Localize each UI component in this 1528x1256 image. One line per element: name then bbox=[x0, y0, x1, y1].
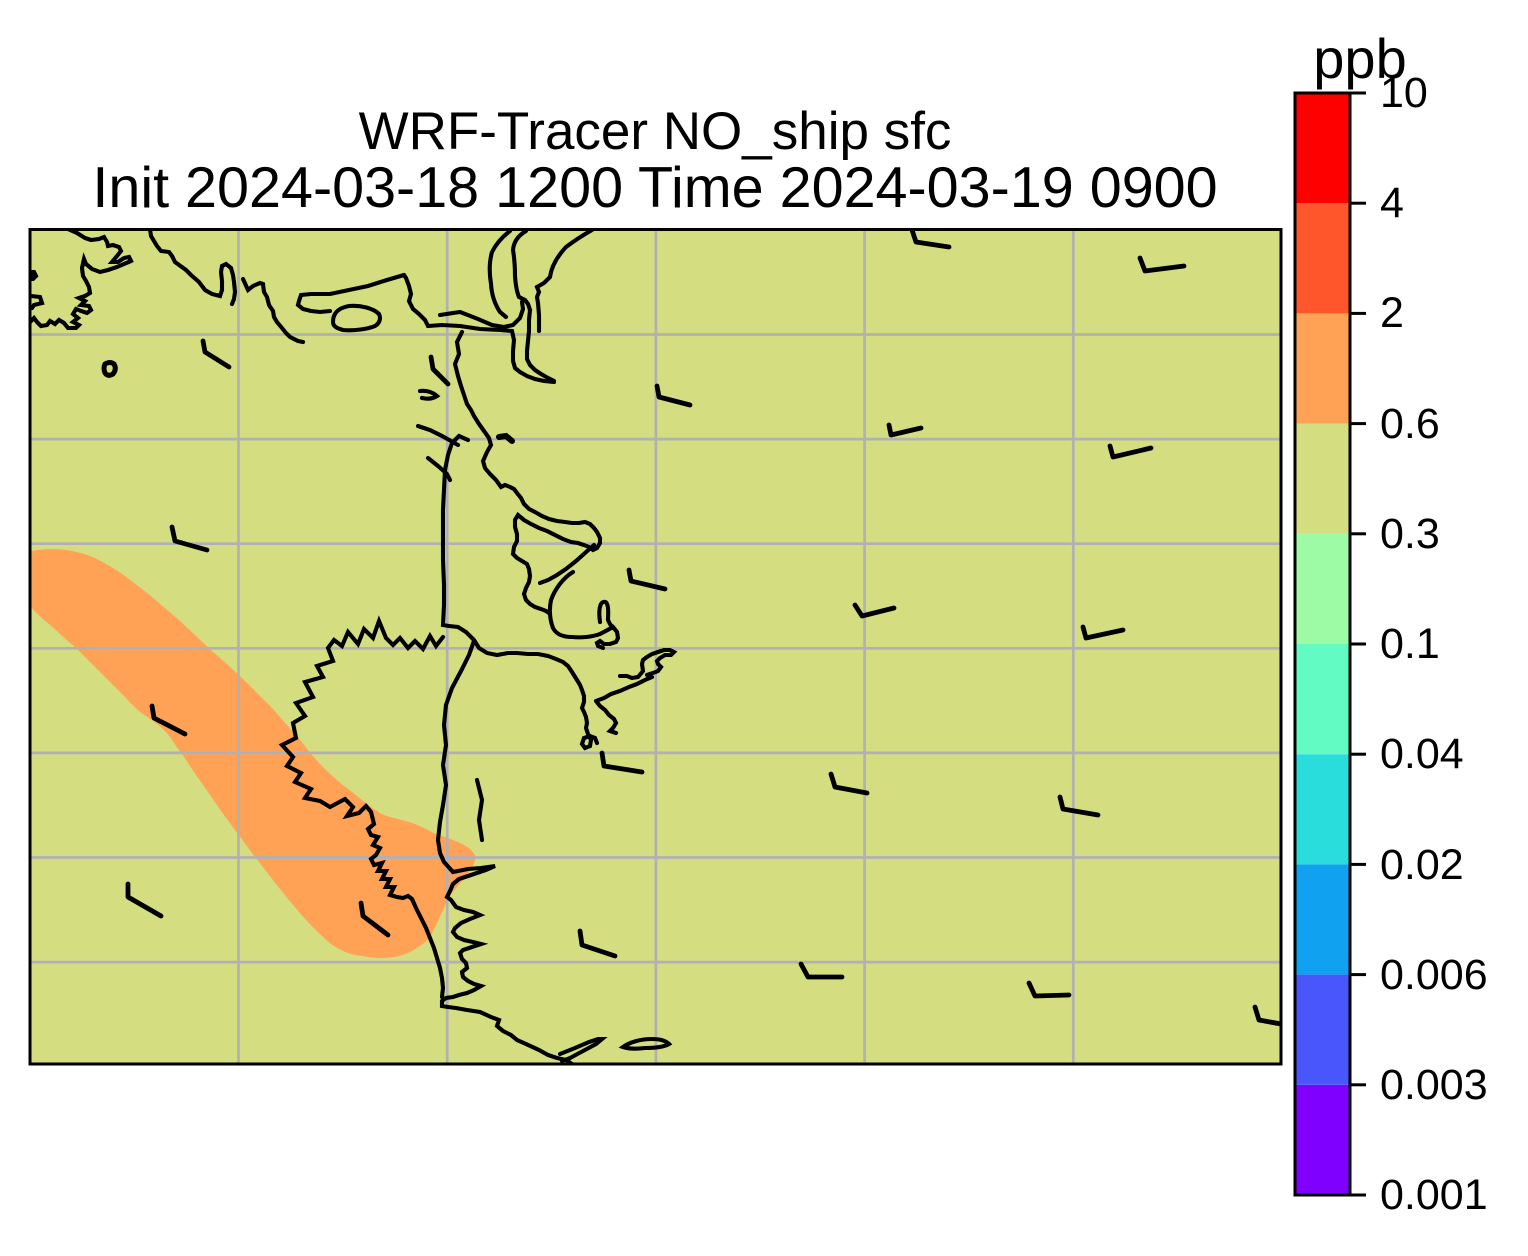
svg-text:ppb: ppb bbox=[1313, 27, 1406, 90]
svg-text:0.6: 0.6 bbox=[1380, 400, 1440, 448]
svg-text:0.1: 0.1 bbox=[1380, 620, 1440, 668]
svg-text:0.006: 0.006 bbox=[1380, 951, 1488, 999]
svg-text:Init 2024-03-18 1200 Time 2024: Init 2024-03-18 1200 Time 2024-03-19 090… bbox=[92, 156, 1217, 220]
svg-text:0.001: 0.001 bbox=[1380, 1171, 1488, 1219]
svg-text:0.04: 0.04 bbox=[1380, 730, 1464, 778]
svg-text:WRF-Tracer NO_ship sfc: WRF-Tracer NO_ship sfc bbox=[359, 102, 952, 161]
svg-text:0.003: 0.003 bbox=[1380, 1061, 1488, 1109]
svg-text:0.02: 0.02 bbox=[1380, 841, 1464, 889]
svg-text:4: 4 bbox=[1380, 179, 1404, 227]
svg-text:10: 10 bbox=[1380, 69, 1428, 117]
svg-text:0.3: 0.3 bbox=[1380, 510, 1440, 558]
svg-text:2: 2 bbox=[1380, 289, 1404, 337]
